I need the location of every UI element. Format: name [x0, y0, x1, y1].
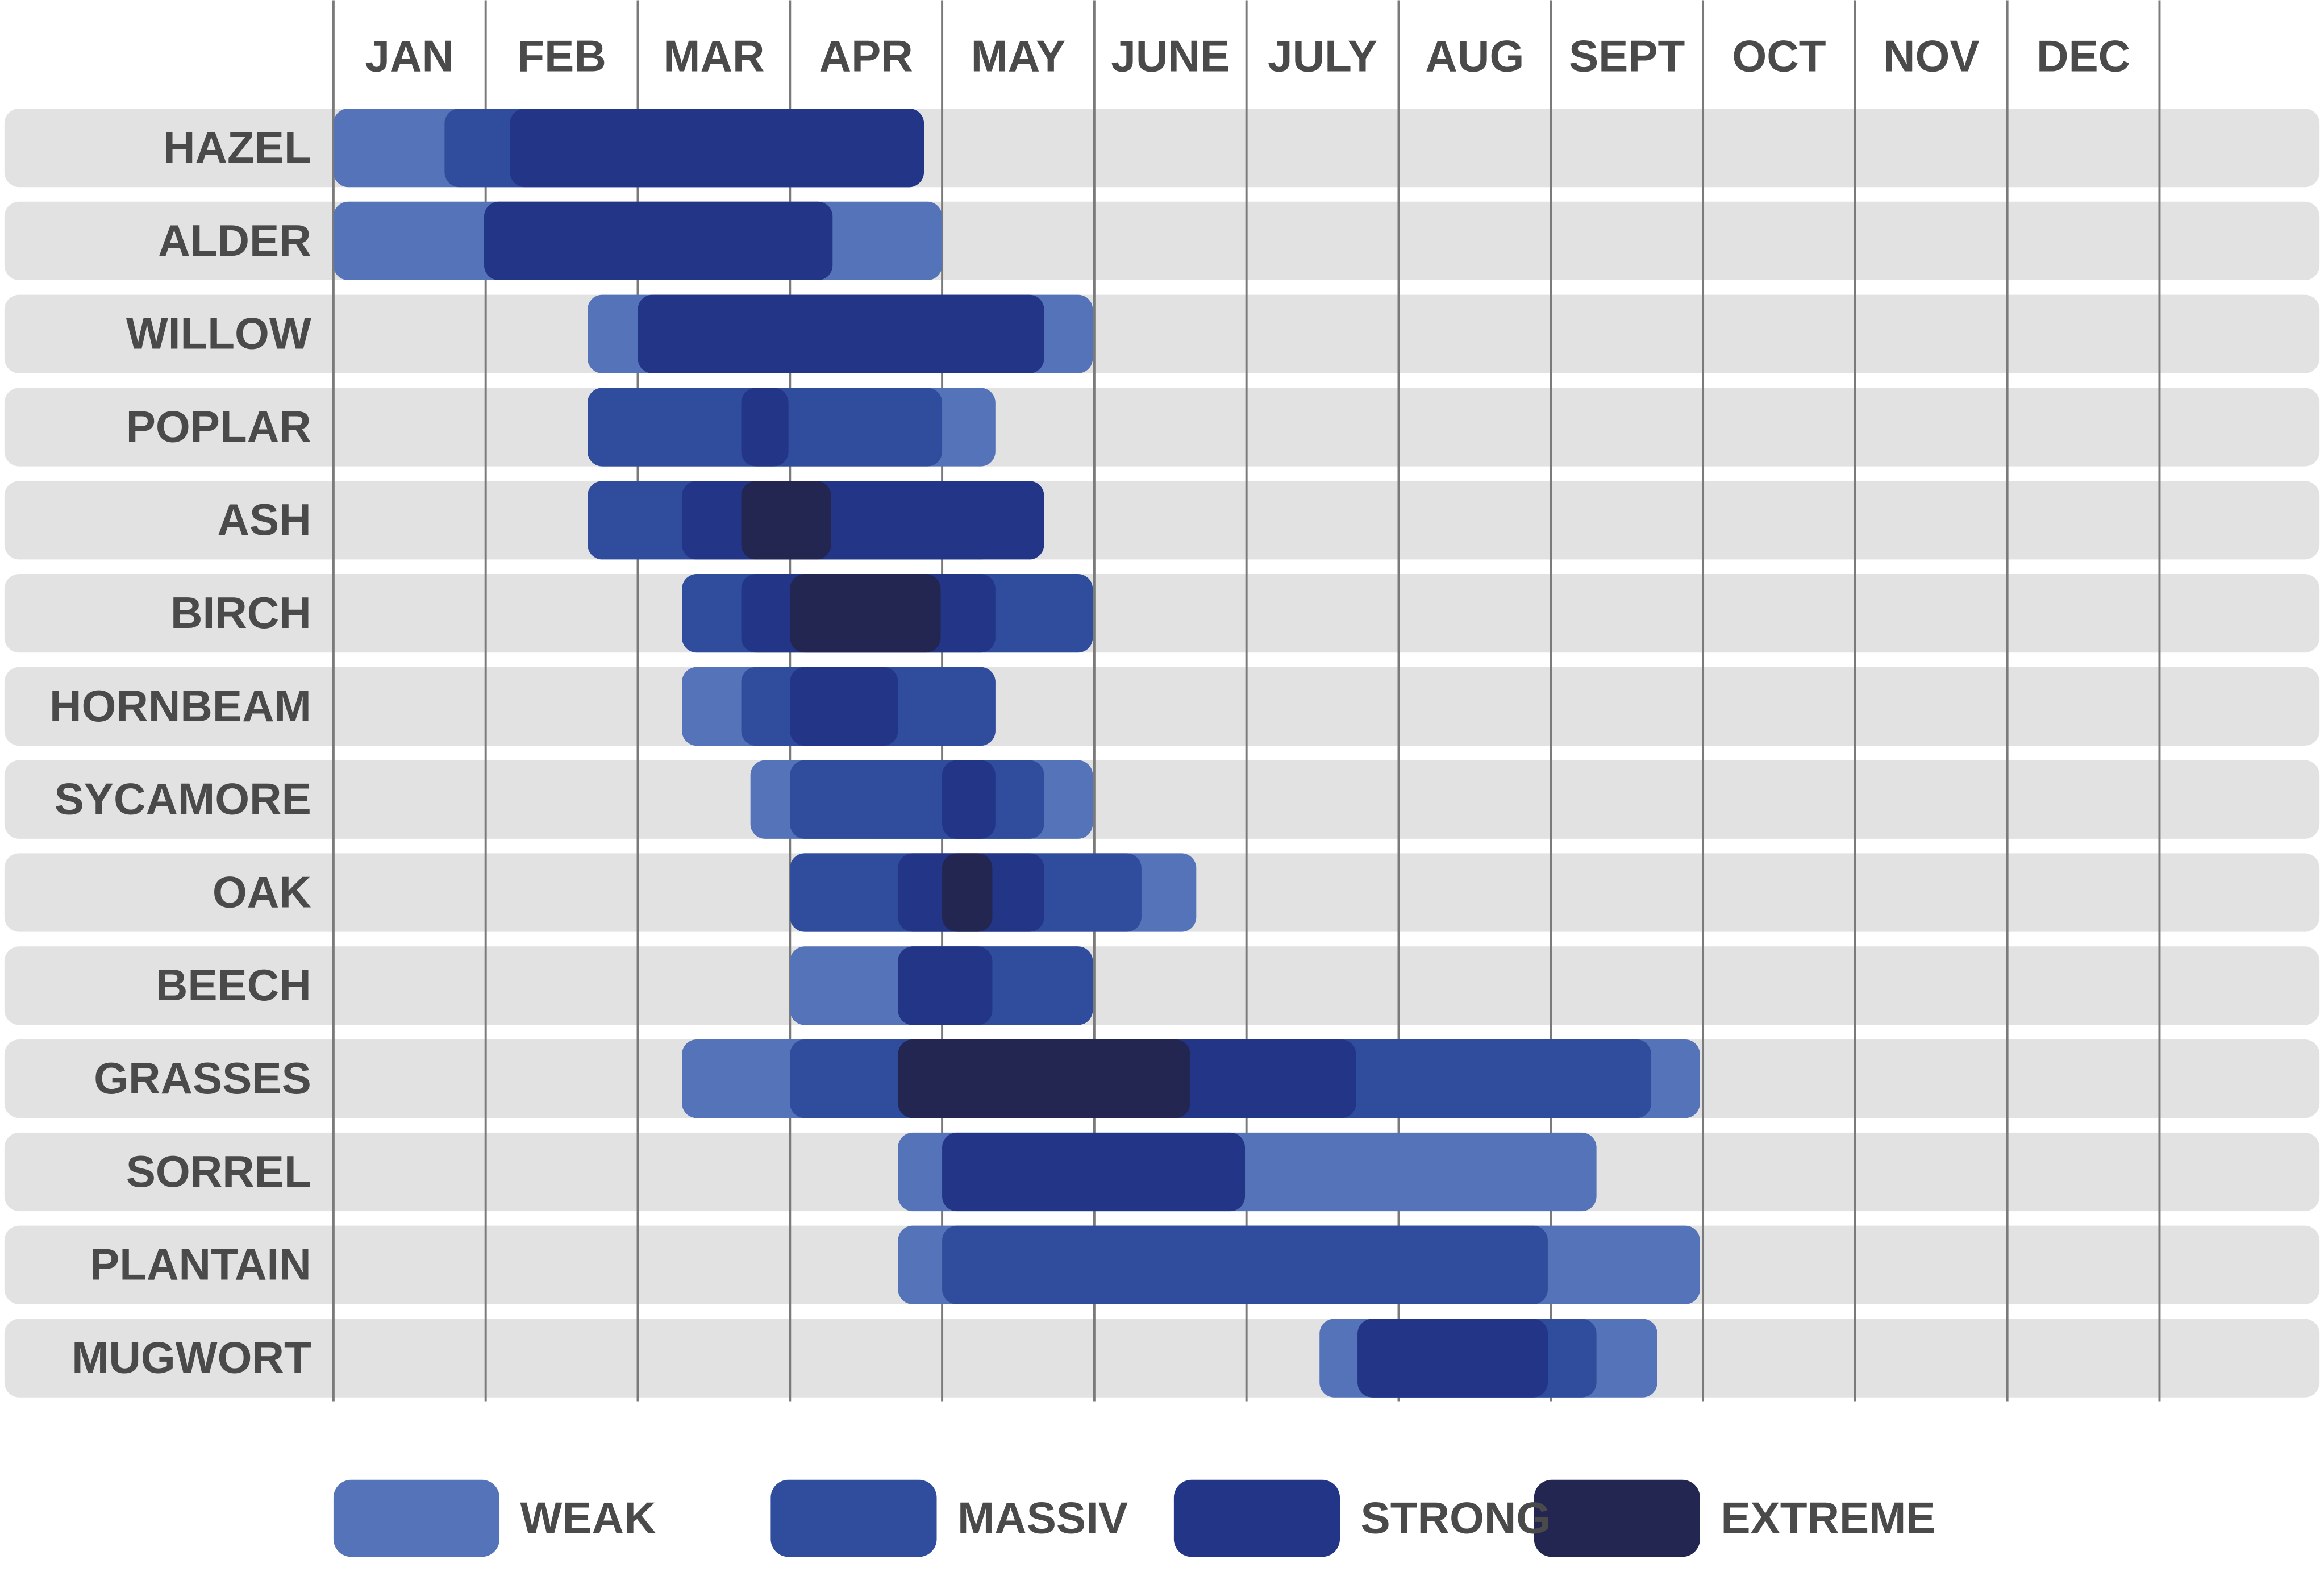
x-tick-label: JULY: [1268, 31, 1377, 81]
row-label: ALDER: [158, 215, 311, 265]
row-label: BEECH: [156, 960, 311, 1010]
bar: [1357, 1319, 1548, 1398]
row-label: HAZEL: [163, 122, 311, 172]
bar: [741, 388, 789, 467]
x-tick-label: APR: [819, 31, 913, 81]
x-tick-label: JAN: [365, 31, 455, 81]
bar: [510, 108, 924, 188]
row-label: POPLAR: [126, 401, 311, 451]
bar: [790, 573, 941, 653]
row-label: PLANTAIN: [90, 1240, 311, 1290]
x-tick-label: SEPT: [1569, 31, 1685, 81]
x-tick-label: NOV: [1883, 31, 1980, 81]
bar: [898, 1039, 1190, 1118]
legend-swatch: [770, 1479, 937, 1557]
row-background: [4, 573, 2320, 653]
bar: [942, 853, 993, 932]
row-label: GRASSES: [94, 1053, 311, 1103]
bar: [741, 481, 831, 560]
bar: [898, 946, 993, 1025]
bar: [942, 760, 996, 839]
x-tick-label: OCT: [1732, 31, 1826, 81]
row-background: [4, 946, 2320, 1025]
x-tick-label: MAR: [663, 31, 764, 81]
row-label: ASH: [218, 494, 311, 544]
legend-label: STRONG: [1361, 1492, 1551, 1542]
row-background: [4, 294, 2320, 373]
row-background: [4, 388, 2320, 467]
x-tick-label: MAY: [971, 31, 1066, 81]
x-tick-label: FEB: [517, 31, 606, 81]
legend-swatch: [1534, 1479, 1700, 1557]
x-tick-label: JUNE: [1111, 31, 1230, 81]
bar: [942, 1225, 1548, 1304]
row-background: [4, 667, 2320, 746]
bar: [942, 1132, 1246, 1212]
bar: [682, 481, 1044, 560]
bar: [790, 760, 1044, 839]
legend-label: MASSIV: [957, 1492, 1128, 1542]
row-label: OAK: [213, 867, 311, 917]
bar: [790, 667, 898, 746]
x-tick-label: DEC: [2036, 31, 2130, 81]
row-label: HORNBEAM: [49, 681, 311, 731]
bar: [638, 294, 1044, 373]
row-label: MUGWORT: [72, 1332, 311, 1382]
row-background: [4, 760, 2320, 839]
row-label: SYCAMORE: [55, 774, 311, 824]
legend-label: WEAK: [520, 1492, 656, 1542]
legend-swatch: [1173, 1479, 1340, 1557]
row-background: [4, 481, 2320, 560]
x-tick-label: AUG: [1425, 31, 1524, 81]
row-label: BIRCH: [170, 588, 311, 638]
row-label: WILLOW: [126, 309, 311, 359]
bar: [484, 201, 833, 281]
row-background: [4, 1319, 2320, 1398]
legend-swatch: [333, 1479, 500, 1557]
row-label: SORREL: [126, 1146, 311, 1196]
legend-label: EXTREME: [1721, 1492, 1935, 1542]
